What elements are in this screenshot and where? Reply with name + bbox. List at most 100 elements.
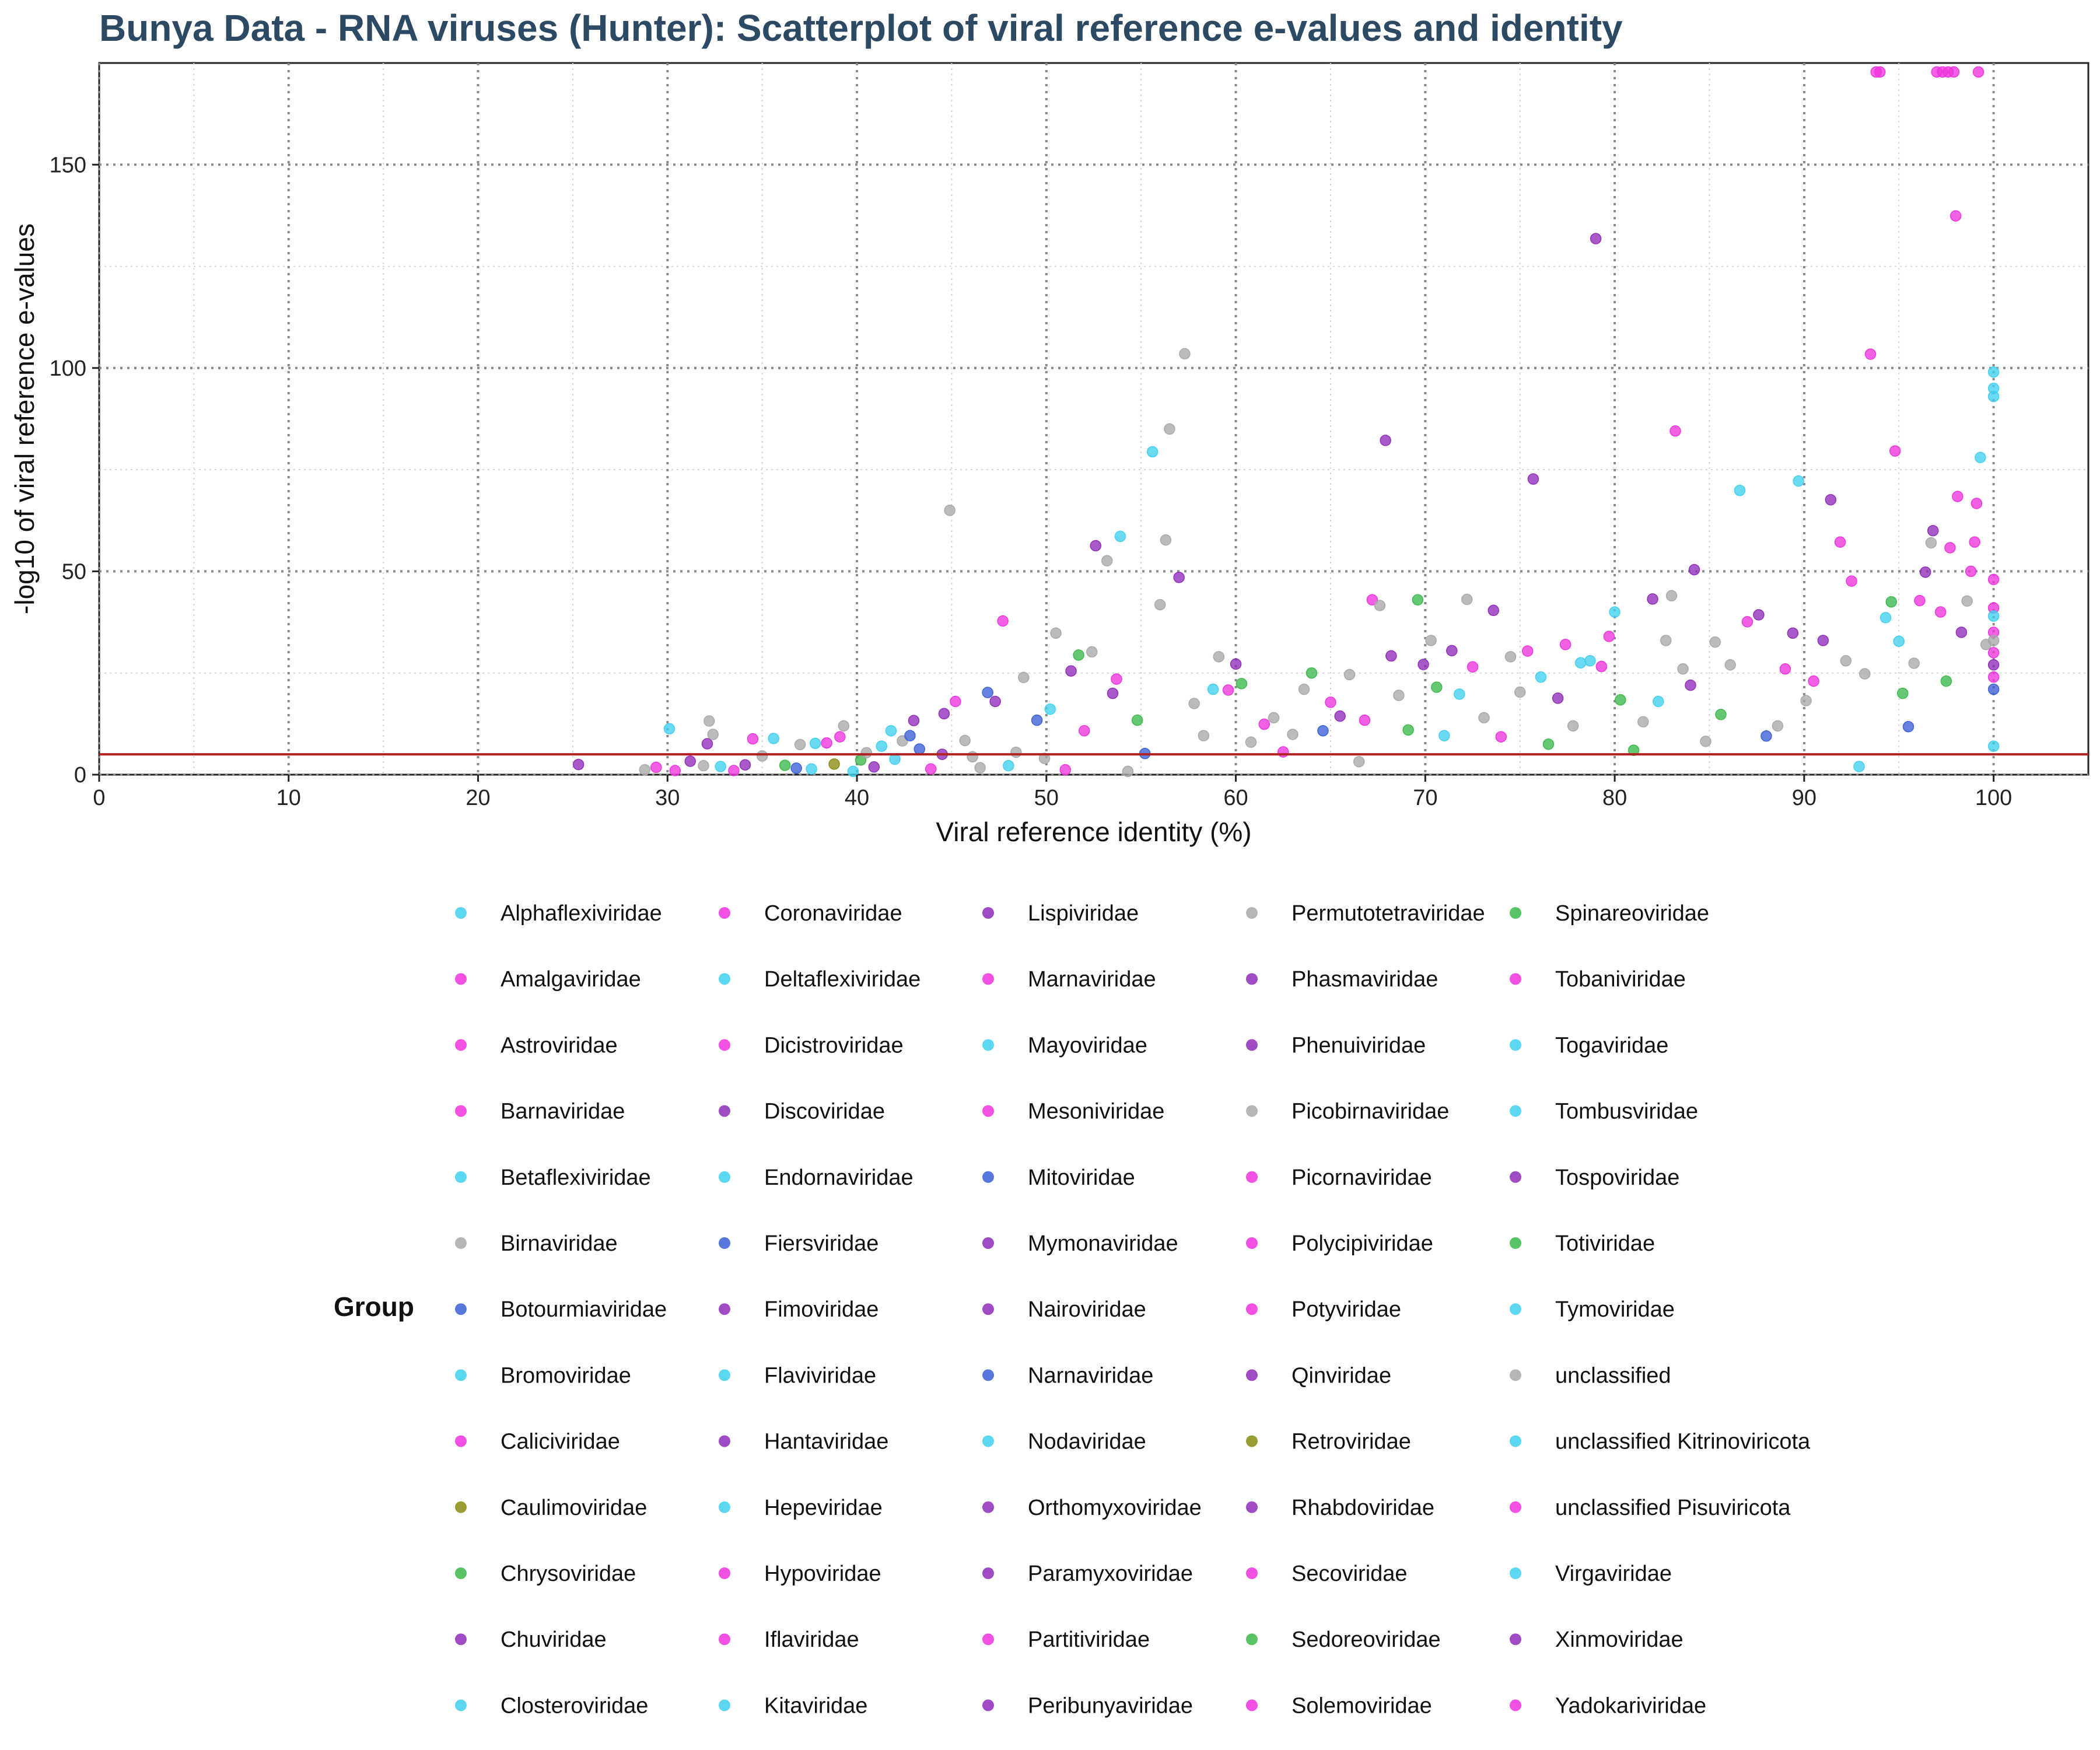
legend-label: Solemoviridae (1292, 1693, 1432, 1718)
x-tick-label: 40 (845, 786, 869, 810)
legend-swatch (982, 907, 994, 919)
data-point (1987, 683, 2000, 695)
data-point (1834, 536, 1846, 548)
x-tick-label: 50 (1034, 786, 1059, 810)
data-point (1987, 740, 2000, 752)
legend-label: Picornaviridae (1292, 1166, 1432, 1190)
data-point (663, 723, 676, 734)
legend-swatch (982, 1435, 994, 1447)
data-point (1948, 66, 1960, 78)
data-point (1258, 718, 1270, 730)
data-point (728, 765, 740, 776)
legend-swatch (455, 907, 467, 919)
data-point (1146, 446, 1158, 458)
legend-swatch (1510, 973, 1521, 985)
data-point (1535, 671, 1547, 683)
legend-label: Xinmoviridae (1555, 1628, 1684, 1652)
y-axis-label: -log10 of viral reference e-values (9, 223, 40, 614)
data-point (639, 764, 651, 776)
legend-label: Chrysoviridae (501, 1562, 636, 1586)
data-point (1760, 730, 1772, 742)
data-point (1402, 724, 1414, 736)
legend-label: Tobaniviridae (1555, 967, 1686, 992)
legend-swatch (455, 1303, 467, 1315)
data-point (1688, 564, 1700, 576)
data-point (1902, 720, 1915, 733)
data-point (1173, 572, 1185, 583)
y-tick-label: 100 (50, 356, 86, 381)
data-point (944, 505, 956, 516)
data-point (1647, 593, 1658, 605)
legend-label: Endornaviridae (764, 1166, 914, 1190)
legend-swatch (719, 973, 730, 985)
legend-label: Nodaviridae (1028, 1430, 1146, 1454)
data-point (885, 724, 897, 737)
legend-label: Rhabdoviridae (1292, 1496, 1434, 1520)
legend-swatch (982, 1501, 994, 1513)
legend-swatch (719, 1039, 730, 1051)
data-point (925, 763, 937, 775)
data-point (1079, 724, 1090, 737)
data-point (1325, 696, 1336, 708)
data-point (1787, 627, 1799, 639)
data-point (967, 751, 978, 763)
data-point (1595, 660, 1608, 673)
data-point (1425, 635, 1437, 646)
legend-label: unclassified Pisuviricota (1555, 1496, 1791, 1520)
data-point (1031, 714, 1043, 726)
data-point (1965, 565, 1977, 578)
legend-label: Birnaviridae (501, 1231, 618, 1256)
data-point (1179, 348, 1191, 360)
data-point (860, 747, 873, 759)
legend-swatch (455, 1501, 467, 1513)
data-point (1111, 673, 1122, 685)
legend-label: Potyviridae (1292, 1297, 1401, 1322)
data-point (1885, 596, 1897, 608)
legend-swatch (1246, 1699, 1258, 1712)
data-point (938, 708, 950, 720)
data-point (1975, 452, 1986, 463)
data-point (1670, 425, 1681, 437)
legend-swatch (455, 1567, 467, 1579)
legend-swatch (719, 1435, 730, 1447)
legend-label: Paramyxoviridae (1028, 1562, 1193, 1586)
legend-label: Orthomyxoviridae (1028, 1496, 1202, 1520)
data-point (1131, 714, 1143, 726)
legend-swatch (982, 1237, 994, 1249)
legend-swatch (1510, 1501, 1521, 1513)
legend-label: Fimoviridae (764, 1297, 878, 1322)
data-point (1808, 675, 1819, 687)
data-point (989, 695, 1001, 708)
data-point (821, 737, 832, 749)
legend-label: Yadokariviridae (1555, 1693, 1706, 1718)
data-point (1278, 746, 1289, 758)
data-point (1461, 593, 1473, 606)
data-point (1374, 600, 1386, 611)
data-point (847, 765, 859, 778)
data-point (838, 720, 850, 732)
data-point (715, 761, 726, 772)
legend-swatch (719, 1699, 730, 1712)
data-point (1893, 635, 1905, 648)
x-tick-label: 70 (1413, 786, 1437, 810)
data-point (1366, 594, 1378, 606)
data-point (1198, 730, 1210, 741)
data-point (1393, 690, 1405, 701)
data-point (1466, 661, 1479, 673)
legend-label: Kitaviridae (764, 1693, 867, 1718)
legend-label: Secoviridae (1292, 1562, 1408, 1586)
legend-label: Narnaviridae (1028, 1363, 1153, 1388)
legend-swatch (1510, 1369, 1521, 1381)
data-point (1987, 671, 2000, 683)
y-tick-label: 150 (50, 153, 86, 177)
legend-label: Hypoviridae (764, 1562, 881, 1586)
legend-label: Togaviridae (1555, 1033, 1668, 1058)
data-point (1584, 655, 1596, 667)
data-point (1504, 651, 1517, 663)
legend-swatch (1510, 1105, 1521, 1117)
data-point (1955, 626, 1968, 638)
data-point (1552, 692, 1564, 704)
data-point (1114, 530, 1126, 542)
legend-swatch (982, 973, 994, 985)
data-point (1438, 730, 1450, 741)
